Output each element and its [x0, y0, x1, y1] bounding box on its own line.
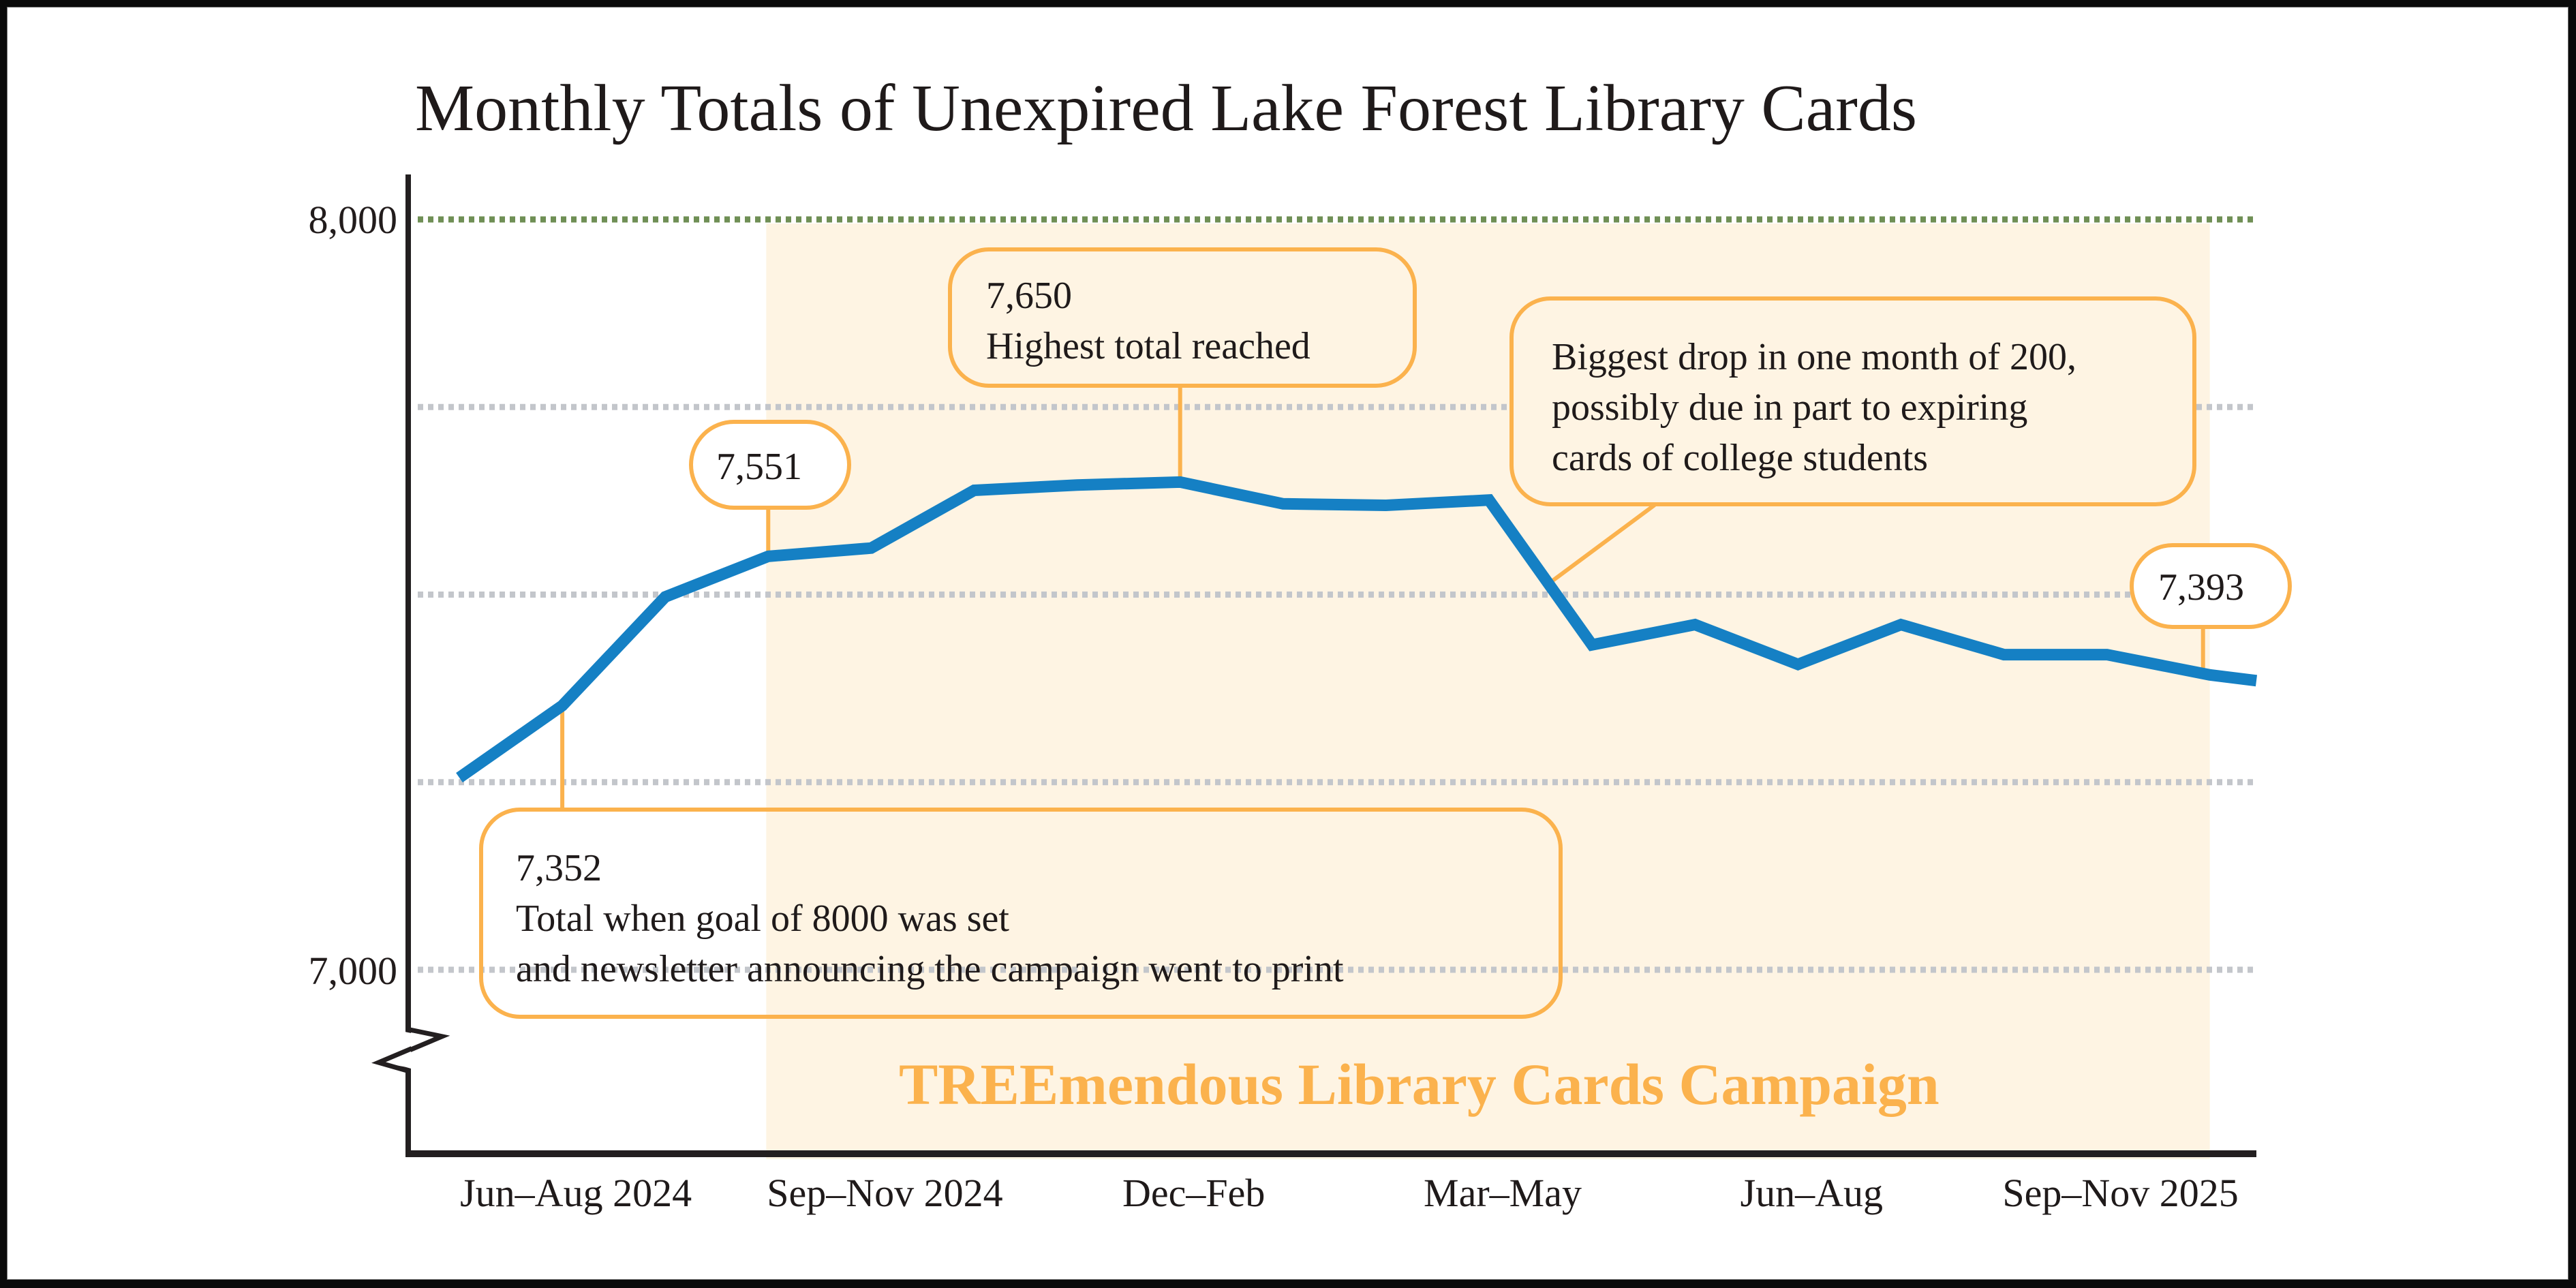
- y-axis: [371, 174, 450, 1154]
- x-tick-label: Jun–Aug 2024: [460, 1171, 692, 1215]
- annotation-value: 7,650: [986, 275, 1072, 317]
- x-tick-label: Mar–May: [1424, 1171, 1582, 1215]
- annotation-callout-start: 7,352 Total when goal of 8000 was set an…: [479, 808, 1563, 1019]
- x-tick-label: Sep–Nov 2024: [767, 1171, 1003, 1215]
- axis-break-marker: [373, 1028, 448, 1073]
- annotation-connector: [1548, 503, 1656, 585]
- annotation-text: and newsletter announcing the campaign w…: [516, 948, 1344, 990]
- x-tick-label: Jun–Aug: [1740, 1171, 1884, 1215]
- annotation-callout-last: 7,393: [2130, 543, 2292, 629]
- annotation-value: 7,551: [716, 446, 802, 488]
- annotation-text: cards of college students: [1552, 437, 1929, 479]
- annotation-callout-peak: 7,650 Highest total reached: [948, 247, 1417, 388]
- chart-title: Monthly Totals of Unexpired Lake Forest …: [415, 72, 1918, 145]
- annotation-text: Total when goal of 8000 was set: [516, 898, 1009, 940]
- campaign-label: TREEmendous Library Cards Campaign: [899, 1052, 1939, 1117]
- annotation-value: 7,352: [516, 847, 602, 889]
- annotation-value: 7,393: [2158, 566, 2244, 609]
- x-tick-label: Sep–Nov 2025: [2002, 1171, 2239, 1215]
- annotation-text: possibly due in part to expiring: [1552, 386, 2028, 429]
- y-tick-label-8000: 8,000: [308, 198, 398, 242]
- x-tick-label: Dec–Feb: [1122, 1171, 1266, 1215]
- annotation-text: Biggest drop in one month of 200,: [1552, 336, 2076, 378]
- y-tick-label-7000: 7,000: [308, 949, 398, 993]
- annotation-callout-7551: 7,551: [689, 420, 851, 510]
- annotation-text: Highest total reached: [986, 325, 1310, 367]
- chart-frame: Monthly Totals of Unexpired Lake Forest …: [7, 7, 2569, 1280]
- annotation-callout-drop: Biggest drop in one month of 200, possib…: [1509, 296, 2196, 506]
